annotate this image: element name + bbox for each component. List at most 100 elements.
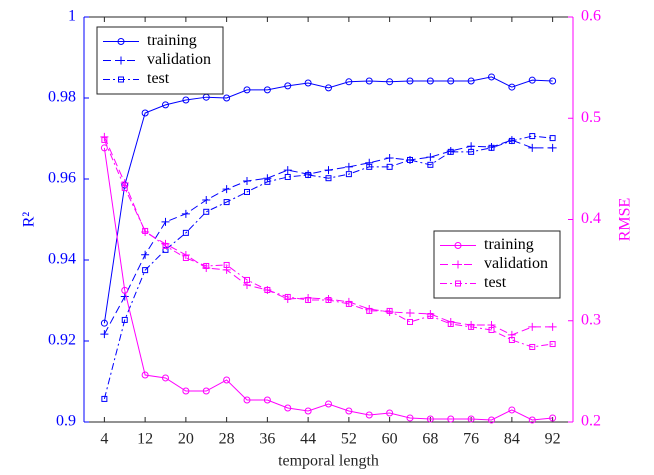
marker — [101, 395, 108, 402]
y2-tick-label: 0.4 — [581, 210, 601, 227]
marker — [244, 188, 250, 195]
marker — [284, 293, 291, 300]
marker — [488, 326, 495, 333]
marker — [548, 143, 557, 152]
x-tick-label: 92 — [545, 431, 561, 448]
x-tick-label: 12 — [137, 431, 153, 448]
x-tick-label: 52 — [341, 431, 357, 448]
marker — [345, 300, 352, 307]
marker — [386, 307, 393, 314]
legend-label: test — [147, 70, 170, 87]
marker — [455, 280, 461, 287]
marker — [447, 320, 454, 327]
marker — [263, 86, 271, 94]
x-tick-label: 36 — [259, 431, 275, 448]
marker — [182, 229, 189, 236]
marker — [162, 242, 169, 249]
marker — [467, 77, 475, 85]
marker — [162, 374, 169, 382]
marker — [488, 416, 495, 424]
marker — [141, 250, 150, 259]
marker — [345, 407, 353, 415]
marker — [223, 94, 231, 102]
marker — [142, 267, 149, 274]
marker — [118, 76, 124, 83]
marker — [100, 144, 108, 152]
marker — [203, 208, 210, 215]
marker — [284, 82, 292, 90]
legend-label: training — [484, 236, 534, 253]
marker — [264, 286, 271, 293]
marker — [182, 387, 190, 395]
marker — [304, 407, 312, 415]
marker — [202, 196, 211, 205]
marker — [427, 312, 434, 319]
marker — [305, 171, 312, 178]
marker — [426, 415, 434, 423]
marker — [100, 132, 109, 141]
marker — [181, 250, 190, 259]
marker — [243, 177, 251, 186]
marker — [101, 136, 108, 143]
marker — [366, 163, 373, 170]
series-line — [103, 147, 553, 421]
marker — [548, 322, 557, 331]
marker — [182, 96, 190, 104]
marker — [325, 400, 332, 408]
marker — [365, 411, 373, 419]
y2-tick-label: 0.6 — [581, 8, 601, 25]
marker — [203, 262, 210, 269]
marker — [243, 396, 251, 404]
marker — [345, 171, 352, 178]
marker — [243, 86, 251, 94]
marker — [488, 144, 495, 151]
marker — [407, 318, 413, 325]
marker — [324, 166, 333, 175]
x-tick-label: 4 — [100, 431, 108, 448]
y-tick-label: 1 — [68, 8, 76, 25]
marker — [223, 261, 230, 268]
x-tick-label: 44 — [300, 431, 316, 448]
marker — [325, 84, 332, 92]
marker — [454, 242, 462, 249]
marker — [528, 143, 537, 152]
marker — [117, 56, 125, 65]
marker — [263, 396, 271, 404]
marker — [528, 322, 537, 331]
marker — [529, 133, 536, 140]
marker — [529, 343, 536, 350]
marker — [223, 199, 230, 206]
x-tick-label: 28 — [219, 431, 235, 448]
marker — [549, 77, 557, 85]
marker — [406, 308, 414, 317]
marker — [407, 156, 413, 163]
marker — [283, 166, 292, 175]
series-line — [103, 135, 553, 400]
marker — [508, 406, 516, 414]
legend-label: validation — [484, 255, 548, 272]
marker — [100, 319, 108, 327]
y-tick-label: 0.94 — [48, 251, 76, 268]
marker — [223, 376, 231, 384]
marker — [117, 38, 125, 45]
series-line — [103, 76, 553, 324]
marker — [528, 416, 536, 424]
marker — [406, 414, 414, 422]
marker — [325, 175, 332, 182]
marker — [447, 77, 455, 85]
marker — [202, 387, 210, 395]
marker — [142, 227, 149, 234]
marker — [244, 276, 250, 283]
marker — [528, 76, 536, 84]
x-tick-label: 68 — [422, 431, 438, 448]
marker — [305, 296, 312, 303]
marker — [508, 137, 515, 144]
series-line — [103, 139, 553, 348]
marker — [454, 260, 462, 269]
y2-tick-label: 0.2 — [581, 413, 601, 430]
y2-axis-label: RMSE — [617, 198, 634, 242]
marker — [365, 158, 374, 167]
marker — [325, 296, 332, 303]
x-tick-label: 20 — [178, 431, 194, 448]
